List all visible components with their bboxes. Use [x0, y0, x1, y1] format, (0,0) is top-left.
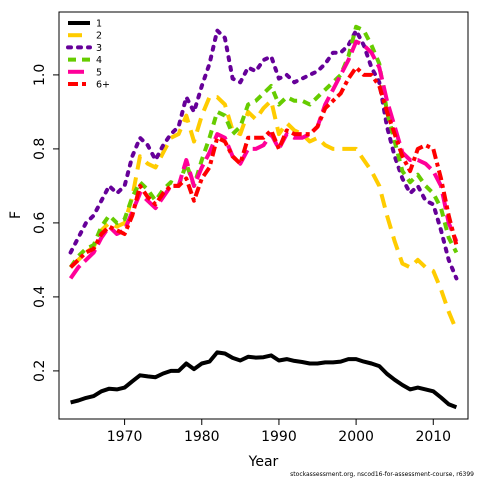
legend-label: 2 [96, 31, 102, 42]
legend-label: 5 [96, 67, 102, 78]
x-tick-label: 1980 [184, 429, 220, 445]
axes: 1970 1980 1990 2000 2010 0.2 0.4 0.6 0.8 1.0 [32, 64, 451, 445]
y-tick-label: 0.2 [32, 360, 48, 382]
plot-frame [58, 11, 469, 420]
legend-label: 1 [96, 19, 102, 30]
legend-label: 4 [96, 55, 102, 66]
x-tick-label: 2010 [415, 429, 451, 445]
y-tick-label: 0.6 [32, 212, 48, 234]
legend-label: 3 [96, 43, 102, 54]
series-line-2 [69, 95, 459, 331]
x-tick-label: 1970 [107, 429, 143, 445]
series-line-6plus [69, 65, 459, 269]
x-axis-label: Year [248, 454, 279, 470]
y-tick-label: 1.0 [32, 64, 48, 86]
series-line-3 [68, 28, 459, 281]
series-line-1 [70, 350, 458, 410]
y-tick-label: 0.8 [32, 138, 48, 160]
footer-credit: stockassessment.org, nscod16-for-assessm… [290, 471, 474, 478]
y-tick-label: 0.4 [32, 286, 48, 308]
x-tick-label: 1990 [261, 429, 297, 445]
legend-label: 6+ [96, 80, 110, 91]
series-layer [68, 24, 459, 410]
y-axis-label: F [8, 211, 24, 219]
x-tick-label: 2000 [338, 429, 374, 445]
